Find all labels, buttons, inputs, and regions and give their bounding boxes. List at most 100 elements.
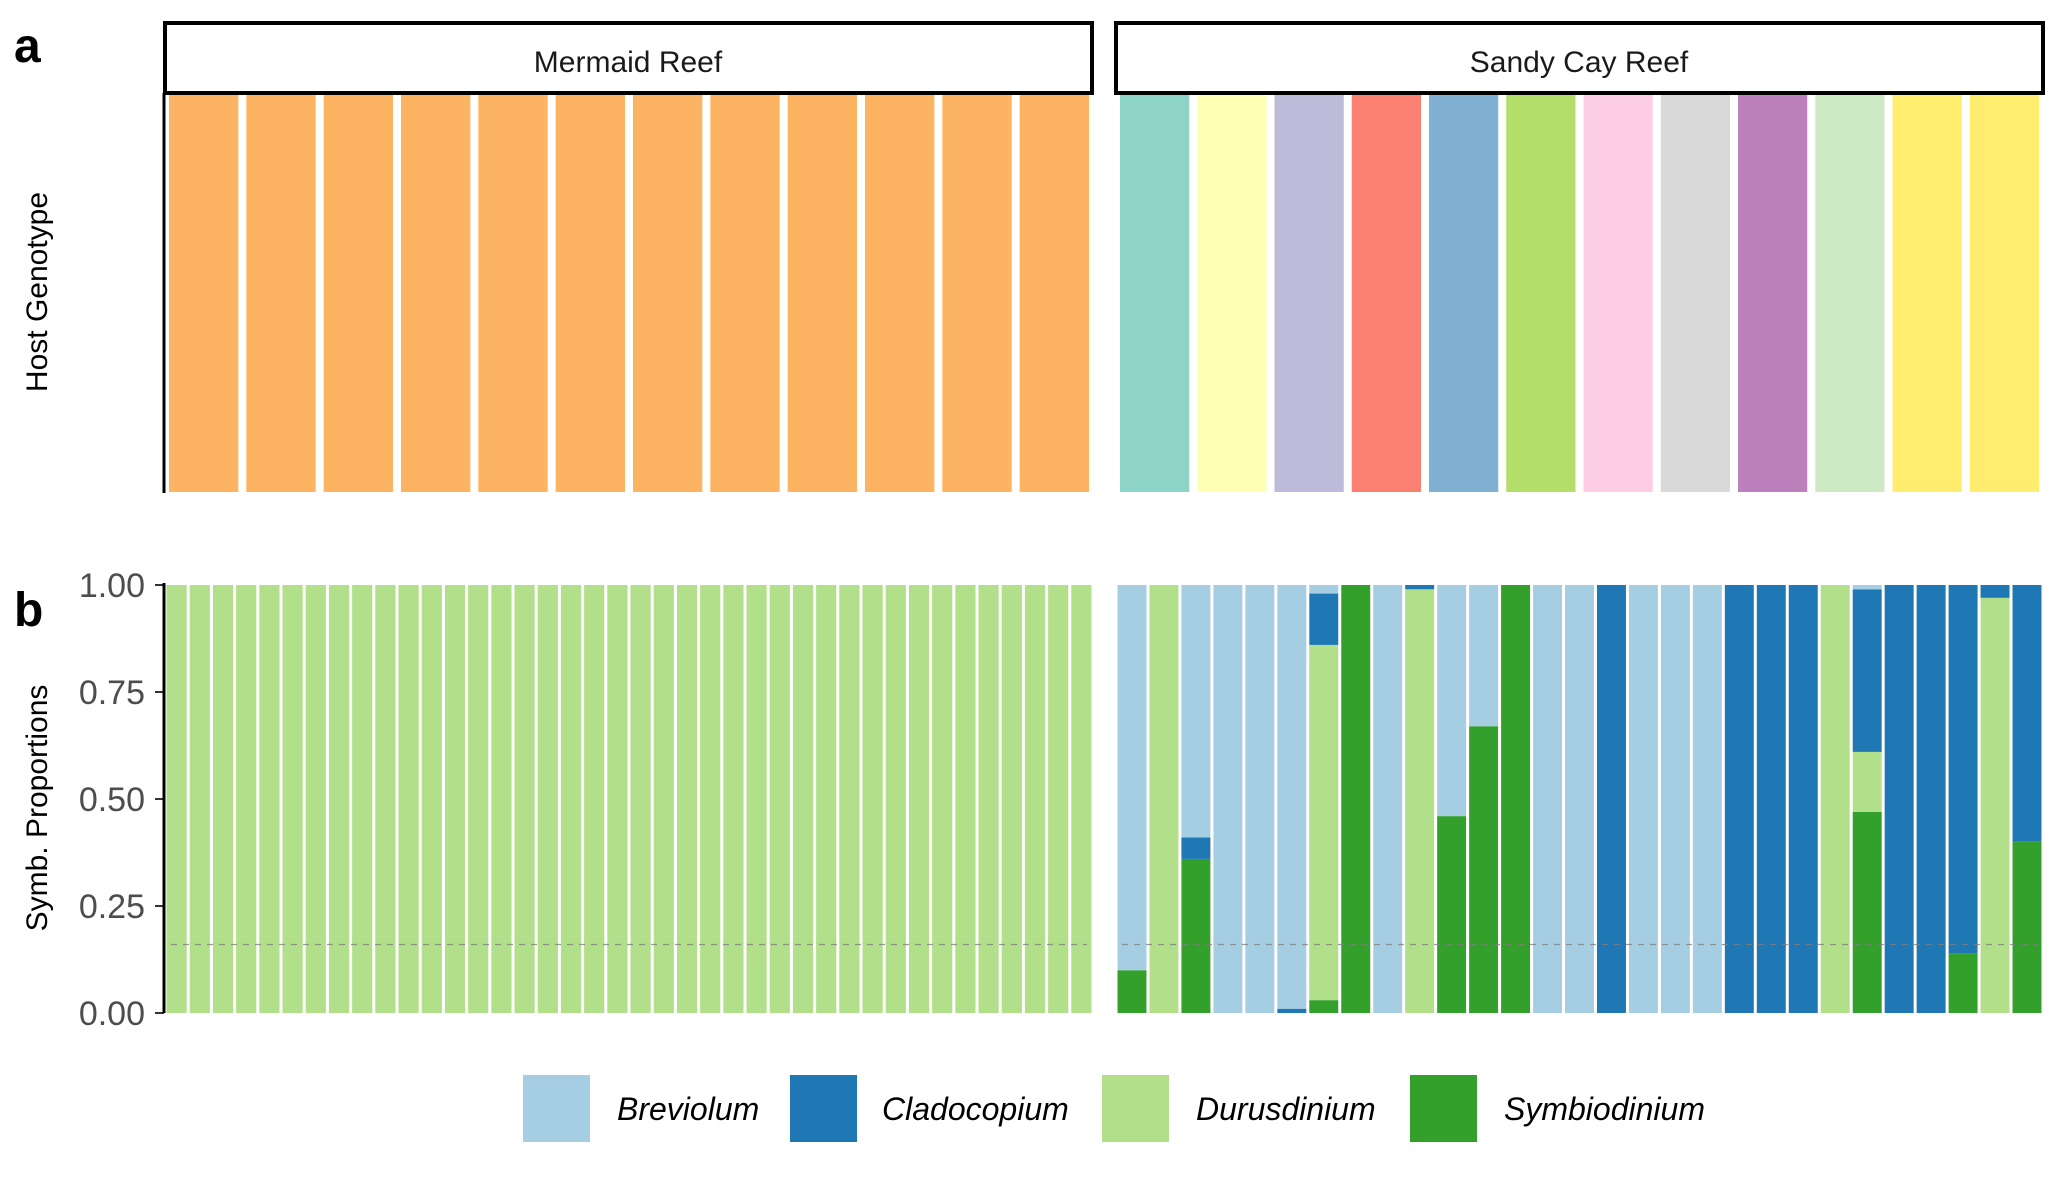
proportion-segment [1501, 585, 1531, 1013]
proportion-segment [352, 585, 373, 1013]
host-genotype-bar [710, 95, 780, 492]
facet-strip-left: Mermaid Reef [163, 21, 1094, 95]
proportion-segment [375, 585, 396, 1013]
proportion-segment [1788, 585, 1818, 1013]
host-genotype-bar [633, 95, 703, 492]
proportion-segment [444, 585, 466, 1013]
proportion-segment [839, 585, 860, 1013]
host-genotype-bar [1506, 95, 1576, 492]
proportion-segment [630, 585, 651, 1013]
proportion-segment [885, 585, 906, 1013]
proportion-segment [1277, 1008, 1307, 1013]
proportion-segment [189, 585, 210, 1013]
proportion-segment [1071, 585, 1092, 1013]
y-tick-label: 1.00 [79, 567, 145, 605]
proportion-segment [1437, 585, 1467, 817]
proportion-segment [166, 585, 187, 1013]
facet-strip-right: Sandy Cay Reef [1114, 21, 2045, 95]
panel-b-y-axis-label: Symb. Proportions [21, 685, 54, 932]
host-genotype-bar [1274, 95, 1344, 492]
proportion-segment [305, 585, 326, 1013]
host-genotype-bar [1815, 95, 1885, 492]
proportion-segment [1533, 585, 1563, 1013]
host-genotype-bar [787, 95, 857, 492]
proportion-segment [1596, 585, 1626, 1013]
proportion-segment [1309, 585, 1339, 594]
y-tick-label: 0.00 [79, 995, 145, 1033]
proportion-segment [1724, 585, 1754, 1013]
host-genotype-bar [323, 95, 393, 492]
proportion-segment [282, 585, 303, 1013]
host-genotype-bar [1429, 95, 1499, 492]
proportion-segment [584, 585, 605, 1013]
proportion-segment [700, 585, 721, 1013]
proportion-segment [1852, 585, 1882, 590]
proportion-segment [746, 585, 767, 1013]
proportion-segment [1884, 585, 1914, 1013]
proportion-segment [537, 585, 558, 1013]
proportion-segment [1437, 816, 1467, 1013]
proportion-segment [1024, 585, 1046, 1013]
legend-swatch [1410, 1075, 1477, 1142]
proportion-segment [1660, 585, 1690, 1013]
proportion-segment [1469, 585, 1499, 727]
proportion-segment [653, 585, 674, 1013]
host-genotype-bar [942, 95, 1012, 492]
proportion-segment [1405, 585, 1435, 590]
proportion-segment [1980, 585, 2010, 598]
host-genotype-bar [1660, 95, 1730, 492]
host-genotype-bar [1583, 95, 1653, 492]
proportion-segment [1692, 585, 1722, 1013]
host-genotype-bar [1197, 95, 1267, 492]
host-genotype-bar [555, 95, 625, 492]
proportion-segment [1628, 585, 1658, 1013]
host-genotype-bar [1969, 95, 2039, 492]
proportion-segment [1277, 585, 1307, 1009]
y-tick-label: 0.75 [79, 674, 145, 712]
host-genotype-bar [865, 95, 935, 492]
proportion-segment [328, 585, 350, 1013]
proportion-segment [421, 585, 442, 1013]
host-genotype-bar [1351, 95, 1421, 492]
proportion-segment [676, 585, 698, 1013]
host-genotype-bar [1019, 95, 1089, 492]
proportion-segment [978, 585, 999, 1013]
proportion-segment [1980, 597, 2010, 1013]
proportion-segment [908, 585, 930, 1013]
proportion-segment [1149, 585, 1179, 1013]
proportion-segment [2012, 585, 2042, 842]
proportion-segment [1117, 585, 1147, 971]
proportion-segment [1948, 585, 1978, 954]
legend-swatch [1102, 1075, 1169, 1142]
proportion-segment [1181, 837, 1211, 859]
proportion-segment [1948, 953, 1978, 1013]
proportion-segment [769, 585, 790, 1013]
host-genotype-bar [478, 95, 548, 492]
proportion-segment [955, 585, 976, 1013]
legend-label: Cladocopium [882, 1091, 1069, 1127]
proportion-segment [723, 585, 744, 1013]
legend-swatch [523, 1075, 590, 1142]
proportion-segment [2012, 841, 2042, 1013]
proportion-segment [816, 585, 837, 1013]
proportion-segment [1565, 585, 1594, 1013]
proportion-segment [792, 585, 814, 1013]
proportion-segment [932, 585, 953, 1013]
proportion-segment [398, 585, 419, 1013]
legend-label: Symbiodinium [1504, 1091, 1705, 1127]
proportion-segment [1117, 970, 1147, 1013]
host-genotype-bar [1892, 95, 1962, 492]
proportion-segment [1181, 858, 1211, 1013]
proportion-segment [1852, 811, 1882, 1013]
proportion-segment [1001, 585, 1022, 1013]
panel-a-host-genotype [169, 95, 2039, 492]
proportion-segment [514, 585, 535, 1013]
proportion-segment [1405, 589, 1435, 1013]
proportion-segment [862, 585, 883, 1013]
panel-letter-a: a [14, 20, 41, 73]
proportion-segment [1309, 593, 1339, 645]
proportion-segment [1756, 585, 1786, 1013]
proportion-segment [1469, 726, 1499, 1013]
proportion-segment [1341, 585, 1371, 1013]
proportion-segment [1213, 585, 1243, 1013]
